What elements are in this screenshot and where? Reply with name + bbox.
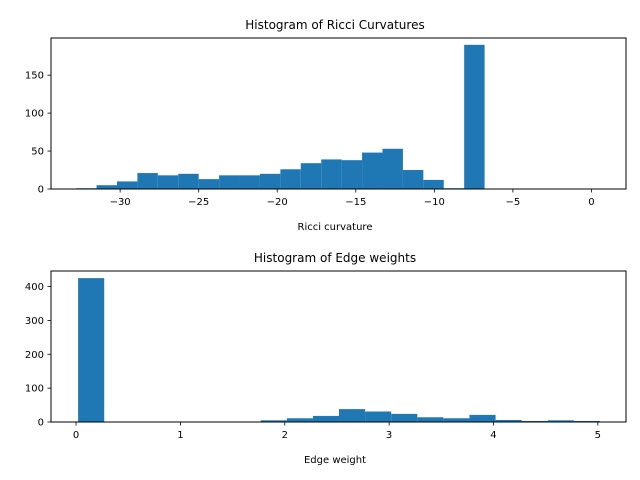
plot-frame [50, 270, 627, 423]
histogram-bar [417, 417, 444, 422]
y-tick-label: 300 [25, 316, 44, 327]
chart-title: Histogram of Ricci Curvatures [245, 18, 424, 32]
x-tick-label: 4 [490, 430, 496, 441]
x-tick-label: 3 [386, 430, 392, 441]
histogram-bar [362, 152, 383, 189]
y-tick-label: 400 [25, 282, 44, 293]
histogram-bar [547, 420, 574, 422]
x-tick-label: −20 [267, 197, 288, 208]
histogram-bar [259, 173, 281, 189]
y-tick-label: 0 [38, 418, 44, 429]
histogram-bar [464, 44, 485, 189]
histogram-bar [341, 160, 363, 189]
histogram-bar [382, 148, 403, 189]
y-tick-label: 100 [25, 109, 44, 120]
histogram-bar [286, 418, 313, 422]
histogram-bar [321, 159, 342, 189]
x-tick-label: 1 [177, 430, 183, 441]
x-ticks: −30 −25 −20 −15 −10 −5 0 [110, 189, 595, 208]
histogram-bar [573, 420, 600, 422]
histogram-bar [116, 181, 138, 189]
y-ticks: 0 50 100 150 [25, 71, 51, 196]
bars [76, 44, 485, 189]
x-tick-label: 0 [588, 197, 594, 208]
histogram-bar [96, 185, 117, 189]
histogram-bar [443, 418, 470, 422]
histogram-bar [178, 173, 199, 189]
plot-frame [50, 37, 627, 190]
x-ticks: 0 1 2 3 4 5 [73, 422, 601, 441]
y-tick-label: 150 [25, 71, 44, 82]
y-tick-label: 50 [31, 147, 44, 158]
y-tick-label: 100 [25, 384, 44, 395]
histogram-bar [260, 420, 287, 422]
x-tick-label: −10 [424, 197, 445, 208]
y-tick-label: 200 [25, 350, 44, 361]
histogram-bar [157, 175, 179, 189]
x-tick-label: −30 [110, 197, 131, 208]
histogram-bar [198, 179, 220, 189]
x-axis-label: Ricci curvature [298, 222, 373, 233]
bars [78, 278, 600, 422]
x-tick-label: −15 [345, 197, 366, 208]
histogram-bar [280, 169, 301, 189]
histogram-bar [365, 411, 392, 422]
y-ticks: 0 100 200 300 400 [25, 282, 51, 429]
histogram-bar [137, 173, 158, 189]
y-tick-label: 0 [38, 185, 44, 196]
histogram-bar [239, 175, 260, 189]
histogram-bar [402, 170, 424, 189]
histogram-bar [391, 413, 418, 422]
histogram-bar [521, 420, 548, 422]
x-axis-label: Edge weight [304, 455, 366, 466]
histogram-bar [495, 419, 522, 422]
edge-weight-histogram: Histogram of Edge weights 0 1 2 3 4 5 0 100 200… [25, 251, 627, 466]
histogram-bar [339, 409, 366, 422]
histogram-bar [312, 415, 340, 422]
histogram-bar [78, 278, 105, 422]
x-tick-label: −5 [506, 197, 521, 208]
x-tick-label: −25 [188, 197, 209, 208]
ricci-curvature-histogram: Histogram of Ricci Curvatures −30 −25 −20−… [25, 18, 627, 233]
x-tick-label: 5 [595, 430, 601, 441]
x-tick-label: 2 [282, 430, 288, 441]
x-tick-label: 0 [73, 430, 79, 441]
chart-title: Histogram of Edge weights [254, 251, 416, 265]
histogram-bar [300, 163, 322, 189]
histogram-bar [219, 175, 240, 189]
histogram-bar [423, 179, 444, 189]
histogram-bar [469, 414, 496, 422]
